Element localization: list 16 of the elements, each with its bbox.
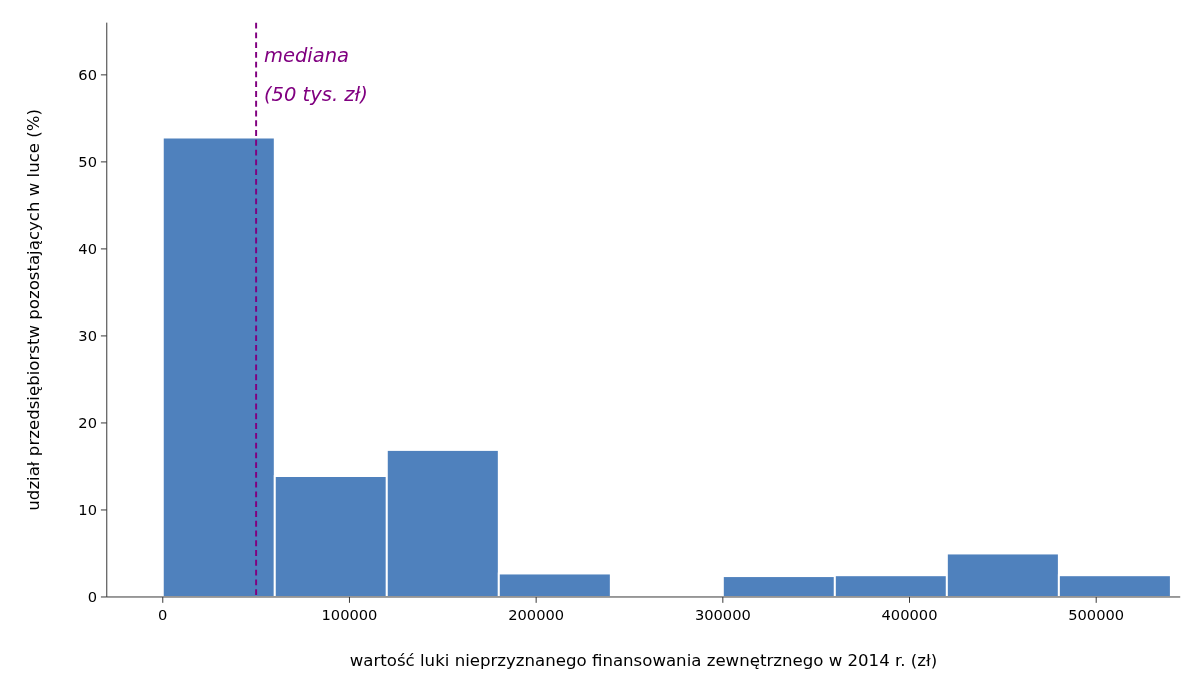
y-tick-label: 0 bbox=[87, 587, 97, 605]
x-tick-label: 300000 bbox=[694, 606, 751, 624]
y-tick-label: 20 bbox=[78, 413, 97, 431]
ref-line-label: mediana (50 tys. zł) bbox=[263, 43, 368, 106]
y-tick-label: 60 bbox=[78, 65, 97, 83]
x-tick-label: 500000 bbox=[1068, 606, 1125, 624]
y-tick-label: 50 bbox=[78, 152, 97, 170]
x-tick-label: 400000 bbox=[881, 606, 938, 624]
x-tick-label: 200000 bbox=[508, 606, 565, 624]
y-tick-label: 30 bbox=[78, 326, 97, 344]
y-tick-label: 40 bbox=[78, 239, 97, 257]
y-axis-title: udział przedsiębiorstw pozostających w luce (%) bbox=[24, 108, 44, 511]
x-axis-title: wartość luki nieprzyznanego finansowania zewnętrznego w 2014 r. (zł) bbox=[349, 651, 938, 671]
y-tick-label: 10 bbox=[78, 500, 97, 518]
x-tick-label: 0 bbox=[158, 606, 168, 624]
x-tick-label: 100000 bbox=[321, 606, 378, 624]
